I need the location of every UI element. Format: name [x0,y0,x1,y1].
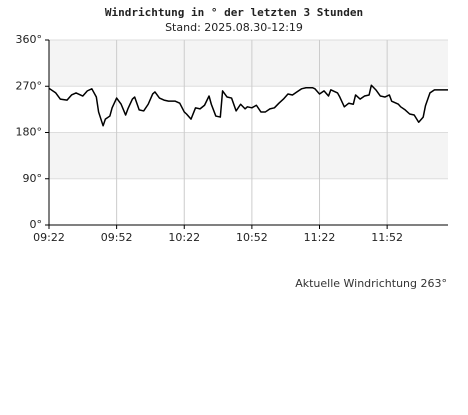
chart-subtitle: Stand: 2025.08.30-12:19 [165,21,303,34]
y-tick-label: 180° [16,126,43,139]
x-tick-label: 11:22 [304,231,336,244]
x-tick-label: 11:52 [371,231,403,244]
chart-title: Windrichtung in ° der letzten 3 Stunden [105,6,363,19]
x-tick-label: 09:52 [101,231,133,244]
y-tick-label: 0° [30,218,43,231]
x-tick-label: 09:22 [33,231,65,244]
y-tick-label: 270° [16,79,43,92]
y-tick-label: 90° [23,172,43,185]
annotation: Aktuelle Windrichtung 263° [295,277,447,290]
x-tick-label: 10:22 [168,231,200,244]
band [49,40,448,87]
y-tick-label: 360° [16,33,43,46]
x-tick-label: 10:52 [236,231,268,244]
band [49,132,448,179]
data-line [48,84,448,127]
